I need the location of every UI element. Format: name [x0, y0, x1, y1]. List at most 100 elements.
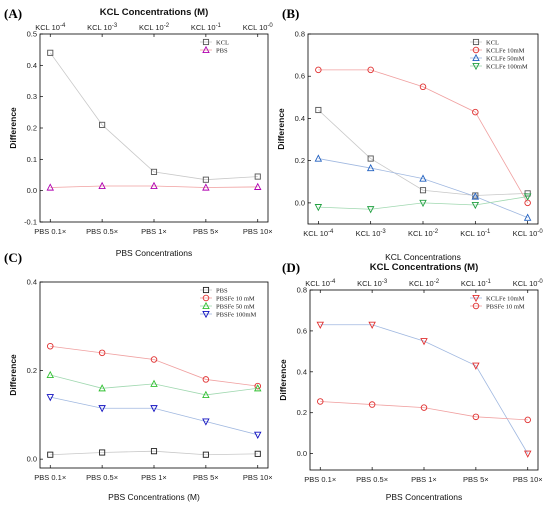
x-tick-label-a: PBS 0.5×	[86, 227, 118, 236]
y-axis-label-d: Difference	[278, 359, 288, 401]
y-tick-label-a: 0.0	[27, 186, 37, 195]
legend-marker-b-1	[472, 46, 480, 54]
data-point-c-3-0	[46, 394, 54, 402]
data-point-c-0-3	[202, 451, 209, 458]
data-point-c-3-1	[98, 405, 106, 413]
top-tick-label-a: KCL 10-3	[87, 23, 118, 32]
series-line-b-2	[318, 158, 528, 219]
legend-entry-b-1: KCLFe 10mM	[486, 47, 525, 54]
x-tick-label-b: KCL 10-1	[460, 229, 491, 238]
data-point-b-1-3	[472, 108, 479, 116]
series-line-d-0	[320, 324, 529, 454]
data-point-d-0-4	[524, 450, 532, 458]
y-tick-label-a: 0.1	[27, 155, 37, 164]
chart-b: 0.0 0.2 0.4 0.6 0.8 KCL 10-4 KCL 10-3 KCL 10-2 K…	[276, 30, 543, 263]
data-point-c-0-1	[99, 449, 106, 456]
data-point-b-2-0	[314, 154, 323, 162]
x-tick-label-a: PBS 5×	[193, 227, 219, 236]
y-tick-label-b: 0.4	[295, 114, 305, 123]
data-point-d-1-3	[472, 413, 480, 421]
series-line-b-0	[318, 109, 528, 196]
data-point-b-3-3	[471, 201, 480, 210]
y-tick-label-c: 0.2	[27, 366, 37, 375]
x-tick-label-c: PBS 5×	[193, 473, 219, 482]
data-point-b-2-4	[523, 213, 532, 221]
series-line-d-1	[320, 401, 528, 421]
data-point-a-0-0	[47, 49, 54, 56]
series-line-c-0	[50, 450, 258, 456]
y-tick-label-a: 0.4	[27, 61, 37, 70]
data-point-a-1-1	[98, 181, 106, 190]
legend-entry-c-2: PBSFe 50 mM	[216, 303, 255, 310]
legend-marker-a-0	[202, 38, 210, 46]
data-point-c-1-4	[254, 382, 261, 390]
x-tick-label-b: KCL 10-2	[408, 229, 439, 238]
data-point-a-0-3	[202, 176, 209, 183]
chart-c: 0.0 0.2 0.4 PBS 0.1× PBS 0.5× PBS 1× PBS 5× PBS…	[8, 278, 273, 503]
data-point-c-0-2	[150, 448, 158, 455]
data-point-b-0-2	[419, 187, 427, 194]
legend-entry-d-1: PBSFe 10 mM	[486, 303, 525, 310]
data-point-c-1-2	[150, 356, 158, 363]
data-point-d-0-2	[420, 338, 428, 346]
x-tick-label-b: KCL 10-3	[356, 229, 387, 238]
data-point-d-1-1	[368, 401, 376, 408]
x-tick-label-c: PBS 0.1×	[34, 473, 66, 482]
x-tick-label-a: PBS 10×	[243, 227, 273, 236]
data-point-a-1-0	[46, 183, 54, 191]
chart-d: 0.0 0.2 0.4 0.6 0.8 PBS 0.1× PBS 0.5× PBS 1× PBS…	[278, 262, 543, 502]
data-point-b-1-0	[315, 66, 322, 74]
legend-entry-a-1: PBS	[216, 47, 228, 54]
data-point-b-3-1	[366, 206, 375, 214]
legend-marker-b-2	[472, 53, 480, 62]
data-point-c-2-4	[254, 384, 262, 392]
data-point-c-1-3	[202, 376, 210, 383]
data-point-a-1-3	[202, 183, 210, 191]
data-point-b-2-3	[471, 192, 480, 200]
x-tick-label-d: PBS 0.1×	[304, 475, 336, 484]
panel-label-c: (C)	[4, 250, 22, 265]
data-point-d-1-2	[420, 404, 428, 411]
y-tick-label-b: 0.6	[295, 72, 305, 81]
data-point-c-3-2	[150, 405, 158, 413]
data-point-d-0-0	[316, 321, 324, 329]
legend-entry-c-3: PBSFe 100mM	[216, 311, 256, 318]
y-tick-label-b: 0.8	[295, 30, 305, 39]
data-point-c-2-1	[98, 384, 106, 392]
x-tick-label-b: KCL 10-4	[303, 229, 334, 238]
data-point-d-0-3	[472, 362, 480, 370]
x-tick-label-a: PBS 1×	[141, 227, 167, 236]
series-line-b-3	[318, 196, 528, 210]
data-point-b-3-2	[419, 199, 427, 208]
legend-entry-b-2: KCLFe 50mM	[486, 55, 525, 62]
data-point-c-2-3	[202, 390, 210, 398]
data-point-c-1-0	[47, 342, 54, 350]
y-tick-label-d: 0.8	[297, 286, 307, 295]
x-tick-label-d: PBS 10×	[513, 475, 543, 484]
y-tick-label-a: 0.3	[27, 92, 37, 101]
x-axis-label-b: KCL Concentrations	[385, 252, 461, 262]
data-point-a-1-2	[150, 181, 158, 190]
series-line-c-1	[50, 345, 258, 387]
data-point-a-1-4	[254, 182, 262, 190]
data-point-a-0-4	[254, 173, 261, 180]
x-axis-label-d: PBS Concentrations	[386, 492, 463, 502]
top-tick-label-d: KCL 10-2	[409, 279, 440, 288]
top-tick-label-d: KCL 10-3	[357, 279, 388, 288]
y-tick-label-a: 0.2	[27, 124, 37, 133]
y-tick-label-a: 0.5	[27, 30, 37, 39]
y-axis-label-b: Difference	[276, 108, 286, 150]
x-tick-label-c: PBS 1×	[141, 473, 167, 482]
data-point-d-0-1	[368, 321, 376, 329]
series-line-b-1	[318, 69, 528, 204]
data-point-d-1-4	[524, 416, 531, 424]
x-axis-label-a: PBS Concentrations	[116, 248, 193, 258]
series-line-c-2	[50, 374, 258, 396]
legend-entry-c-1: PBSFe 10 mM	[216, 295, 255, 302]
y-tick-label-b: 0.2	[295, 156, 305, 165]
chart-title-a: KCL Concentrations (M)	[100, 7, 209, 18]
series-line-a-0	[49, 52, 258, 181]
data-point-c-2-2	[150, 379, 158, 387]
legend-marker-a-1	[202, 45, 210, 54]
